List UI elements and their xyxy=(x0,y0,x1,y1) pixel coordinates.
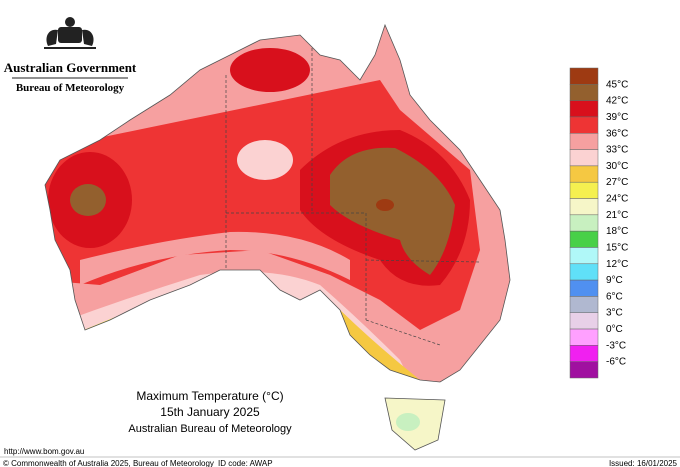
legend-swatch xyxy=(569,84,599,101)
legend-swatch xyxy=(569,361,599,379)
legend-swatch xyxy=(569,247,599,265)
agency: Bureau of Meteorology xyxy=(16,82,125,94)
legend-label: 39°C xyxy=(606,112,628,123)
legend-label: -6°C xyxy=(606,357,626,368)
legend-label: 24°C xyxy=(606,194,628,205)
crest xyxy=(44,17,96,49)
legend-swatch xyxy=(569,133,599,150)
legend-swatch xyxy=(569,181,599,199)
state-borders xyxy=(225,48,481,346)
legend-swatch xyxy=(569,345,599,362)
legend-label: 9°C xyxy=(606,275,623,286)
legend-label: 27°C xyxy=(606,177,628,188)
legend-swatch xyxy=(569,230,599,248)
legend-swatch xyxy=(569,198,599,216)
issued: Issued: 16/01/2025 xyxy=(609,459,678,467)
legend-swatch xyxy=(569,312,599,330)
legend-swatch xyxy=(569,279,599,297)
legend-label: 3°C xyxy=(606,308,623,319)
legend-label: 18°C xyxy=(606,226,628,237)
copyright: © Commonwealth of Australia 2025, Bureau… xyxy=(3,459,214,467)
legend-swatch xyxy=(569,214,599,232)
legend-label: 0°C xyxy=(606,324,623,335)
tasmania-cool xyxy=(396,413,420,431)
legend-label: -3°C xyxy=(606,340,626,351)
legend-swatch xyxy=(569,149,599,167)
legend-label: 21°C xyxy=(606,210,628,221)
legend-label: 45°C xyxy=(606,79,628,90)
legend-label: 15°C xyxy=(606,242,628,253)
government: Australian Government xyxy=(4,60,137,75)
legend-label: 36°C xyxy=(606,128,628,139)
legend-swatch xyxy=(569,328,599,346)
map-date: 15th January 2025 xyxy=(160,405,260,419)
map-title: Maximum Temperature (°C) xyxy=(136,389,283,403)
legend-swatch xyxy=(569,296,599,313)
legend-swatch xyxy=(569,100,599,118)
legend-label: 12°C xyxy=(606,259,628,270)
legend-label: 33°C xyxy=(606,145,628,156)
legend-swatch xyxy=(569,67,599,85)
legend: 45°C 42°C 39°C 36°C 33°C 30°C 27°C 24°C 21°C 18°C… xyxy=(569,67,628,379)
legend-label: 6°C xyxy=(606,291,623,302)
legend-swatch xyxy=(569,116,599,134)
footer-url: http://www.bom.gov.au xyxy=(4,447,84,456)
coastline xyxy=(44,23,511,383)
map-source: Australian Bureau of Meteorology xyxy=(128,423,292,435)
legend-label: 42°C xyxy=(606,96,628,107)
legend-swatch xyxy=(569,165,599,183)
legend-label: 30°C xyxy=(606,161,628,172)
id-code: ID code: AWAP xyxy=(218,459,273,467)
legend-swatch xyxy=(569,263,599,281)
